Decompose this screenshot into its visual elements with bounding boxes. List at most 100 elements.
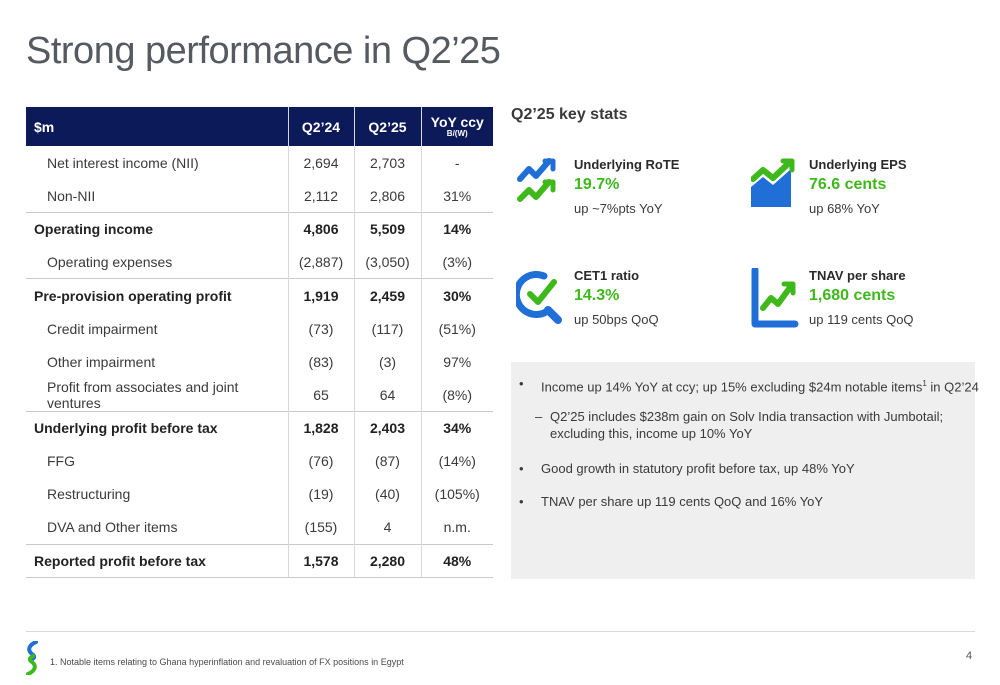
stat-tnav-per-share: TNAV per share 1,680 cents up 119 cents … bbox=[751, 268, 971, 330]
stat-value: 1,680 cents bbox=[809, 287, 896, 304]
row-label: Operating expenses bbox=[47, 253, 173, 270]
cell-q2-24: 4,806 bbox=[287, 211, 354, 246]
cell-yoy: 97% bbox=[420, 345, 493, 379]
row-label: Underlying profit before tax bbox=[26, 410, 288, 445]
column-header-q2-24: Q2’24 bbox=[287, 107, 354, 146]
cell-q2-24: 65 bbox=[287, 378, 354, 412]
line-chart-icon bbox=[751, 268, 799, 328]
footnote-marker: 1 bbox=[922, 379, 927, 388]
cell-q2-24: (73) bbox=[287, 311, 354, 346]
cell-q2-25: 64 bbox=[353, 378, 421, 412]
cell-q2-25: (117) bbox=[353, 311, 421, 346]
key-stats-heading: Q2’25 key stats bbox=[511, 106, 628, 123]
row-label: Pre-provision operating profit bbox=[26, 278, 288, 312]
highlight-text-main: Income up 14% YoY at ccy; up 15% excludi… bbox=[541, 379, 923, 395]
cell-yoy: (51%) bbox=[420, 311, 493, 346]
footnote: 1. Notable items relating to Ghana hyper… bbox=[50, 657, 404, 667]
cell-q2-24: (76) bbox=[287, 444, 354, 478]
stat-title: Underlying RoTE bbox=[574, 157, 680, 172]
cell-q2-24: (19) bbox=[287, 477, 354, 512]
magnifier-check-icon bbox=[516, 270, 562, 324]
stat-subtext: up 119 cents QoQ bbox=[809, 312, 914, 327]
chart-arrow-icon bbox=[751, 158, 795, 207]
footer-divider bbox=[26, 631, 975, 632]
stat-subtext: up 68% YoY bbox=[809, 201, 880, 216]
stat-value: 76.6 cents bbox=[809, 176, 887, 193]
row-label: Profit from associates and joint venture… bbox=[47, 378, 239, 411]
cell-yoy: 31% bbox=[420, 179, 493, 213]
cell-q2-25: 4 bbox=[353, 511, 421, 545]
table-row: Reported profit before tax 1,578 2,280 4… bbox=[26, 543, 493, 578]
column-header-q2-25: Q2’25 bbox=[353, 107, 421, 146]
cell-q2-25: 2,703 bbox=[353, 146, 421, 180]
table-row: Credit impairment (73) (117) (51%) bbox=[26, 311, 493, 346]
table-row: DVA and Other items (155) 4 n.m. bbox=[26, 511, 493, 545]
page-number: 4 bbox=[966, 650, 973, 662]
stat-subtext: up ~7%pts YoY bbox=[574, 201, 663, 216]
cell-yoy: n.m. bbox=[420, 511, 493, 545]
table-row: Non-NII 2,112 2,806 31% bbox=[26, 179, 493, 213]
highlight-subtext: Q2’25 includes $238m gain on Solv India … bbox=[550, 408, 960, 442]
stat-underlying-rote: Underlying RoTE 19.7% up ~7%pts YoY bbox=[516, 157, 736, 219]
cell-q2-24: (83) bbox=[287, 345, 354, 379]
stat-title: TNAV per share bbox=[809, 268, 906, 283]
cell-yoy: 48% bbox=[420, 543, 493, 578]
cell-yoy: (105%) bbox=[420, 477, 493, 512]
cell-q2-24: 1,828 bbox=[287, 410, 354, 445]
table-row: Restructuring (19) (40) (105%) bbox=[26, 477, 493, 512]
table-header-row: $m Q2’24 Q2’25 YoY ccy B/(W) bbox=[26, 107, 493, 146]
financial-table: $m Q2’24 Q2’25 YoY ccy B/(W) Net interes… bbox=[26, 107, 493, 578]
cell-yoy: 14% bbox=[420, 211, 493, 246]
cell-q2-25: (3,050) bbox=[353, 245, 421, 279]
row-label: FFG bbox=[47, 453, 75, 470]
row-label: Restructuring bbox=[47, 486, 131, 503]
cell-q2-25: 2,806 bbox=[353, 179, 421, 213]
cell-yoy: - bbox=[420, 146, 493, 180]
cell-q2-25: 5,509 bbox=[353, 211, 421, 246]
cell-q2-24: 2,694 bbox=[287, 146, 354, 180]
highlight-text-tail: in Q2’24 bbox=[926, 379, 979, 395]
page-title: Strong performance in Q2’25 bbox=[26, 30, 501, 72]
highlight-text: Income up 14% YoY at ccy; up 15% excludi… bbox=[541, 375, 979, 395]
row-label: Non-NII bbox=[47, 187, 96, 204]
cell-q2-25: (40) bbox=[353, 477, 421, 512]
row-label: Other impairment bbox=[47, 353, 156, 370]
column-header-yoy: YoY ccy B/(W) bbox=[420, 107, 493, 146]
table-row: FFG (76) (87) (14%) bbox=[26, 444, 493, 478]
bank-logo-icon bbox=[26, 641, 38, 675]
trend-check-icon bbox=[517, 158, 556, 202]
stat-title: CET1 ratio bbox=[574, 268, 640, 283]
cell-q2-25: 2,280 bbox=[353, 543, 421, 578]
yoy-header-sub: B/(W) bbox=[446, 129, 468, 138]
cell-yoy: (3%) bbox=[420, 245, 493, 279]
cell-q2-24: (155) bbox=[287, 511, 354, 545]
stat-subtext: up 50bps QoQ bbox=[574, 312, 659, 327]
cell-q2-25: 2,459 bbox=[353, 278, 421, 312]
stat-value: 14.3% bbox=[574, 287, 620, 304]
cell-q2-24: 2,112 bbox=[287, 179, 354, 213]
row-label: Credit impairment bbox=[47, 320, 158, 337]
cell-yoy: (8%) bbox=[420, 378, 493, 412]
cell-q2-25: (87) bbox=[353, 444, 421, 478]
bullet-icon: • bbox=[519, 376, 524, 391]
table-row: Other impairment (83) (3) 97% bbox=[26, 345, 493, 379]
stat-title: Underlying EPS bbox=[809, 157, 907, 172]
cell-q2-24: 1,919 bbox=[287, 278, 354, 312]
stat-underlying-eps: Underlying EPS 76.6 cents up 68% YoY bbox=[751, 157, 971, 219]
highlight-subtext-line2: excluding this, income up 10% YoY bbox=[550, 426, 753, 441]
row-label: Operating income bbox=[26, 211, 288, 246]
bullet-icon: • bbox=[519, 461, 524, 476]
highlight-subtext-line1: Q2’25 includes $238m gain on Solv India … bbox=[550, 409, 944, 424]
cell-yoy: (14%) bbox=[420, 444, 493, 478]
cell-q2-24: 1,578 bbox=[287, 543, 354, 578]
highlight-text: TNAV per share up 119 cents QoQ and 16% … bbox=[541, 494, 824, 509]
row-label: DVA and Other items bbox=[47, 519, 178, 536]
stat-value: 19.7% bbox=[574, 176, 620, 193]
row-label: Net interest income (NII) bbox=[47, 154, 199, 171]
bullet-icon: • bbox=[519, 494, 524, 509]
table-row: Profit from associates and joint venture… bbox=[26, 378, 493, 412]
dash-icon: – bbox=[535, 409, 543, 424]
highlights-box: • Income up 14% YoY at ccy; up 15% exclu… bbox=[511, 362, 979, 579]
table-row: Pre-provision operating profit 1,919 2,4… bbox=[26, 278, 493, 312]
row-label: Reported profit before tax bbox=[26, 543, 288, 578]
